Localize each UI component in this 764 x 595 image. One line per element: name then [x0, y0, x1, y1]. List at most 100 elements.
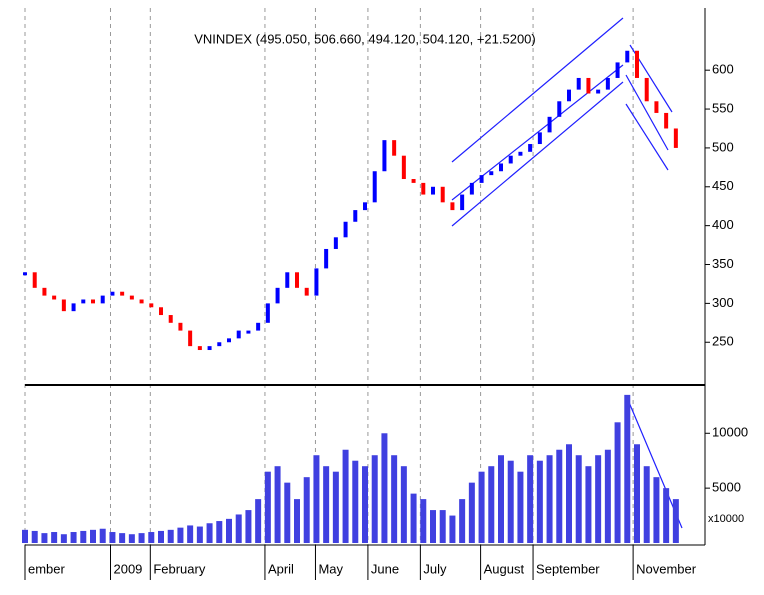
volume-bar	[313, 455, 320, 543]
y-tick-label: 250	[712, 334, 734, 349]
volume-bar	[527, 455, 534, 543]
volume-bar	[342, 449, 349, 543]
volume-bar	[381, 433, 388, 543]
candle	[615, 62, 620, 78]
volume-bar	[536, 460, 543, 543]
y2-tick-label: 5000	[712, 480, 741, 495]
volume-bar	[604, 449, 611, 543]
y2-tick-label: 10000	[712, 425, 748, 440]
volume-bar	[430, 510, 436, 543]
x-tick-label: June	[371, 561, 399, 576]
volume-bar	[478, 471, 485, 543]
volume-bar	[41, 533, 48, 543]
candle	[236, 330, 241, 339]
candle	[91, 299, 95, 304]
candle	[392, 140, 397, 156]
candle	[178, 322, 183, 331]
volume-bar	[60, 534, 67, 543]
candle	[537, 132, 542, 145]
volume-bar	[653, 477, 660, 543]
y-tick-label: 400	[712, 217, 734, 232]
candle	[275, 287, 280, 304]
x-tick-label: August	[484, 561, 525, 576]
volume-bar	[556, 449, 563, 543]
volume-bar	[663, 488, 670, 543]
candle	[654, 101, 659, 113]
candle	[489, 171, 494, 176]
volume-bar	[235, 514, 242, 543]
candle	[168, 315, 173, 323]
candle	[324, 248, 329, 269]
candle	[110, 291, 115, 296]
candle	[450, 202, 455, 211]
y-tick-label: 550	[712, 100, 734, 115]
volume-bar	[566, 444, 572, 543]
candle	[207, 346, 212, 351]
volume-bar	[206, 523, 213, 543]
candle	[23, 272, 27, 276]
channel-line	[451, 81, 624, 227]
volume-bar	[226, 518, 232, 543]
volume-bar	[672, 499, 679, 543]
candle	[188, 330, 193, 347]
volume-bar	[517, 471, 524, 543]
x-tick-label: 2009	[113, 561, 142, 576]
x-tick-label: February	[153, 561, 206, 576]
volume-bar	[352, 460, 359, 543]
candle	[644, 77, 649, 102]
candle	[81, 299, 86, 304]
volume-bar	[80, 530, 87, 543]
volume-bar	[255, 499, 262, 543]
candle	[401, 155, 406, 180]
volume-bar	[128, 534, 135, 543]
volume-bar	[51, 532, 58, 543]
volume-unit: x10000	[708, 513, 744, 525]
candle	[499, 163, 503, 172]
volume-bar	[323, 466, 330, 543]
volume-bar	[119, 533, 126, 543]
volume-bar	[546, 455, 553, 543]
candle	[129, 295, 134, 300]
volume-bar	[158, 530, 164, 543]
volume-bar	[595, 455, 602, 543]
candle	[197, 346, 202, 351]
marks	[22, 50, 679, 543]
volume-bar	[575, 455, 582, 543]
candle	[635, 50, 639, 78]
candle	[149, 303, 154, 308]
channel-line	[451, 17, 624, 163]
volume-bar	[371, 455, 378, 543]
volume-bar	[294, 499, 300, 543]
candle	[227, 338, 231, 343]
y-tick-label: 300	[712, 295, 734, 310]
candle	[479, 175, 484, 183]
channel-line	[625, 74, 669, 151]
volume-bar	[274, 466, 281, 543]
candle	[120, 291, 125, 296]
volume-bar	[488, 466, 495, 543]
x-tick-label: September	[536, 561, 600, 576]
y-tick-label: 350	[712, 256, 734, 271]
x-tick-label: April	[268, 561, 294, 576]
candle	[411, 179, 416, 183]
volume-bar	[624, 394, 631, 543]
candle	[469, 182, 474, 195]
volume-bar	[614, 422, 621, 543]
volume-bar	[284, 482, 291, 543]
candle	[372, 171, 377, 203]
candle	[52, 295, 57, 300]
x-tick-label: May	[318, 561, 343, 576]
volume-bar	[410, 493, 417, 543]
volume-bar	[31, 530, 38, 543]
candle	[586, 77, 591, 94]
candle	[596, 89, 601, 94]
volume-bar	[400, 466, 407, 543]
volume-bar	[468, 482, 475, 543]
candle	[159, 307, 163, 316]
candle	[314, 268, 319, 296]
candle	[256, 322, 261, 331]
candle	[382, 140, 387, 172]
volume-bar	[187, 525, 194, 543]
grid	[24, 8, 634, 545]
